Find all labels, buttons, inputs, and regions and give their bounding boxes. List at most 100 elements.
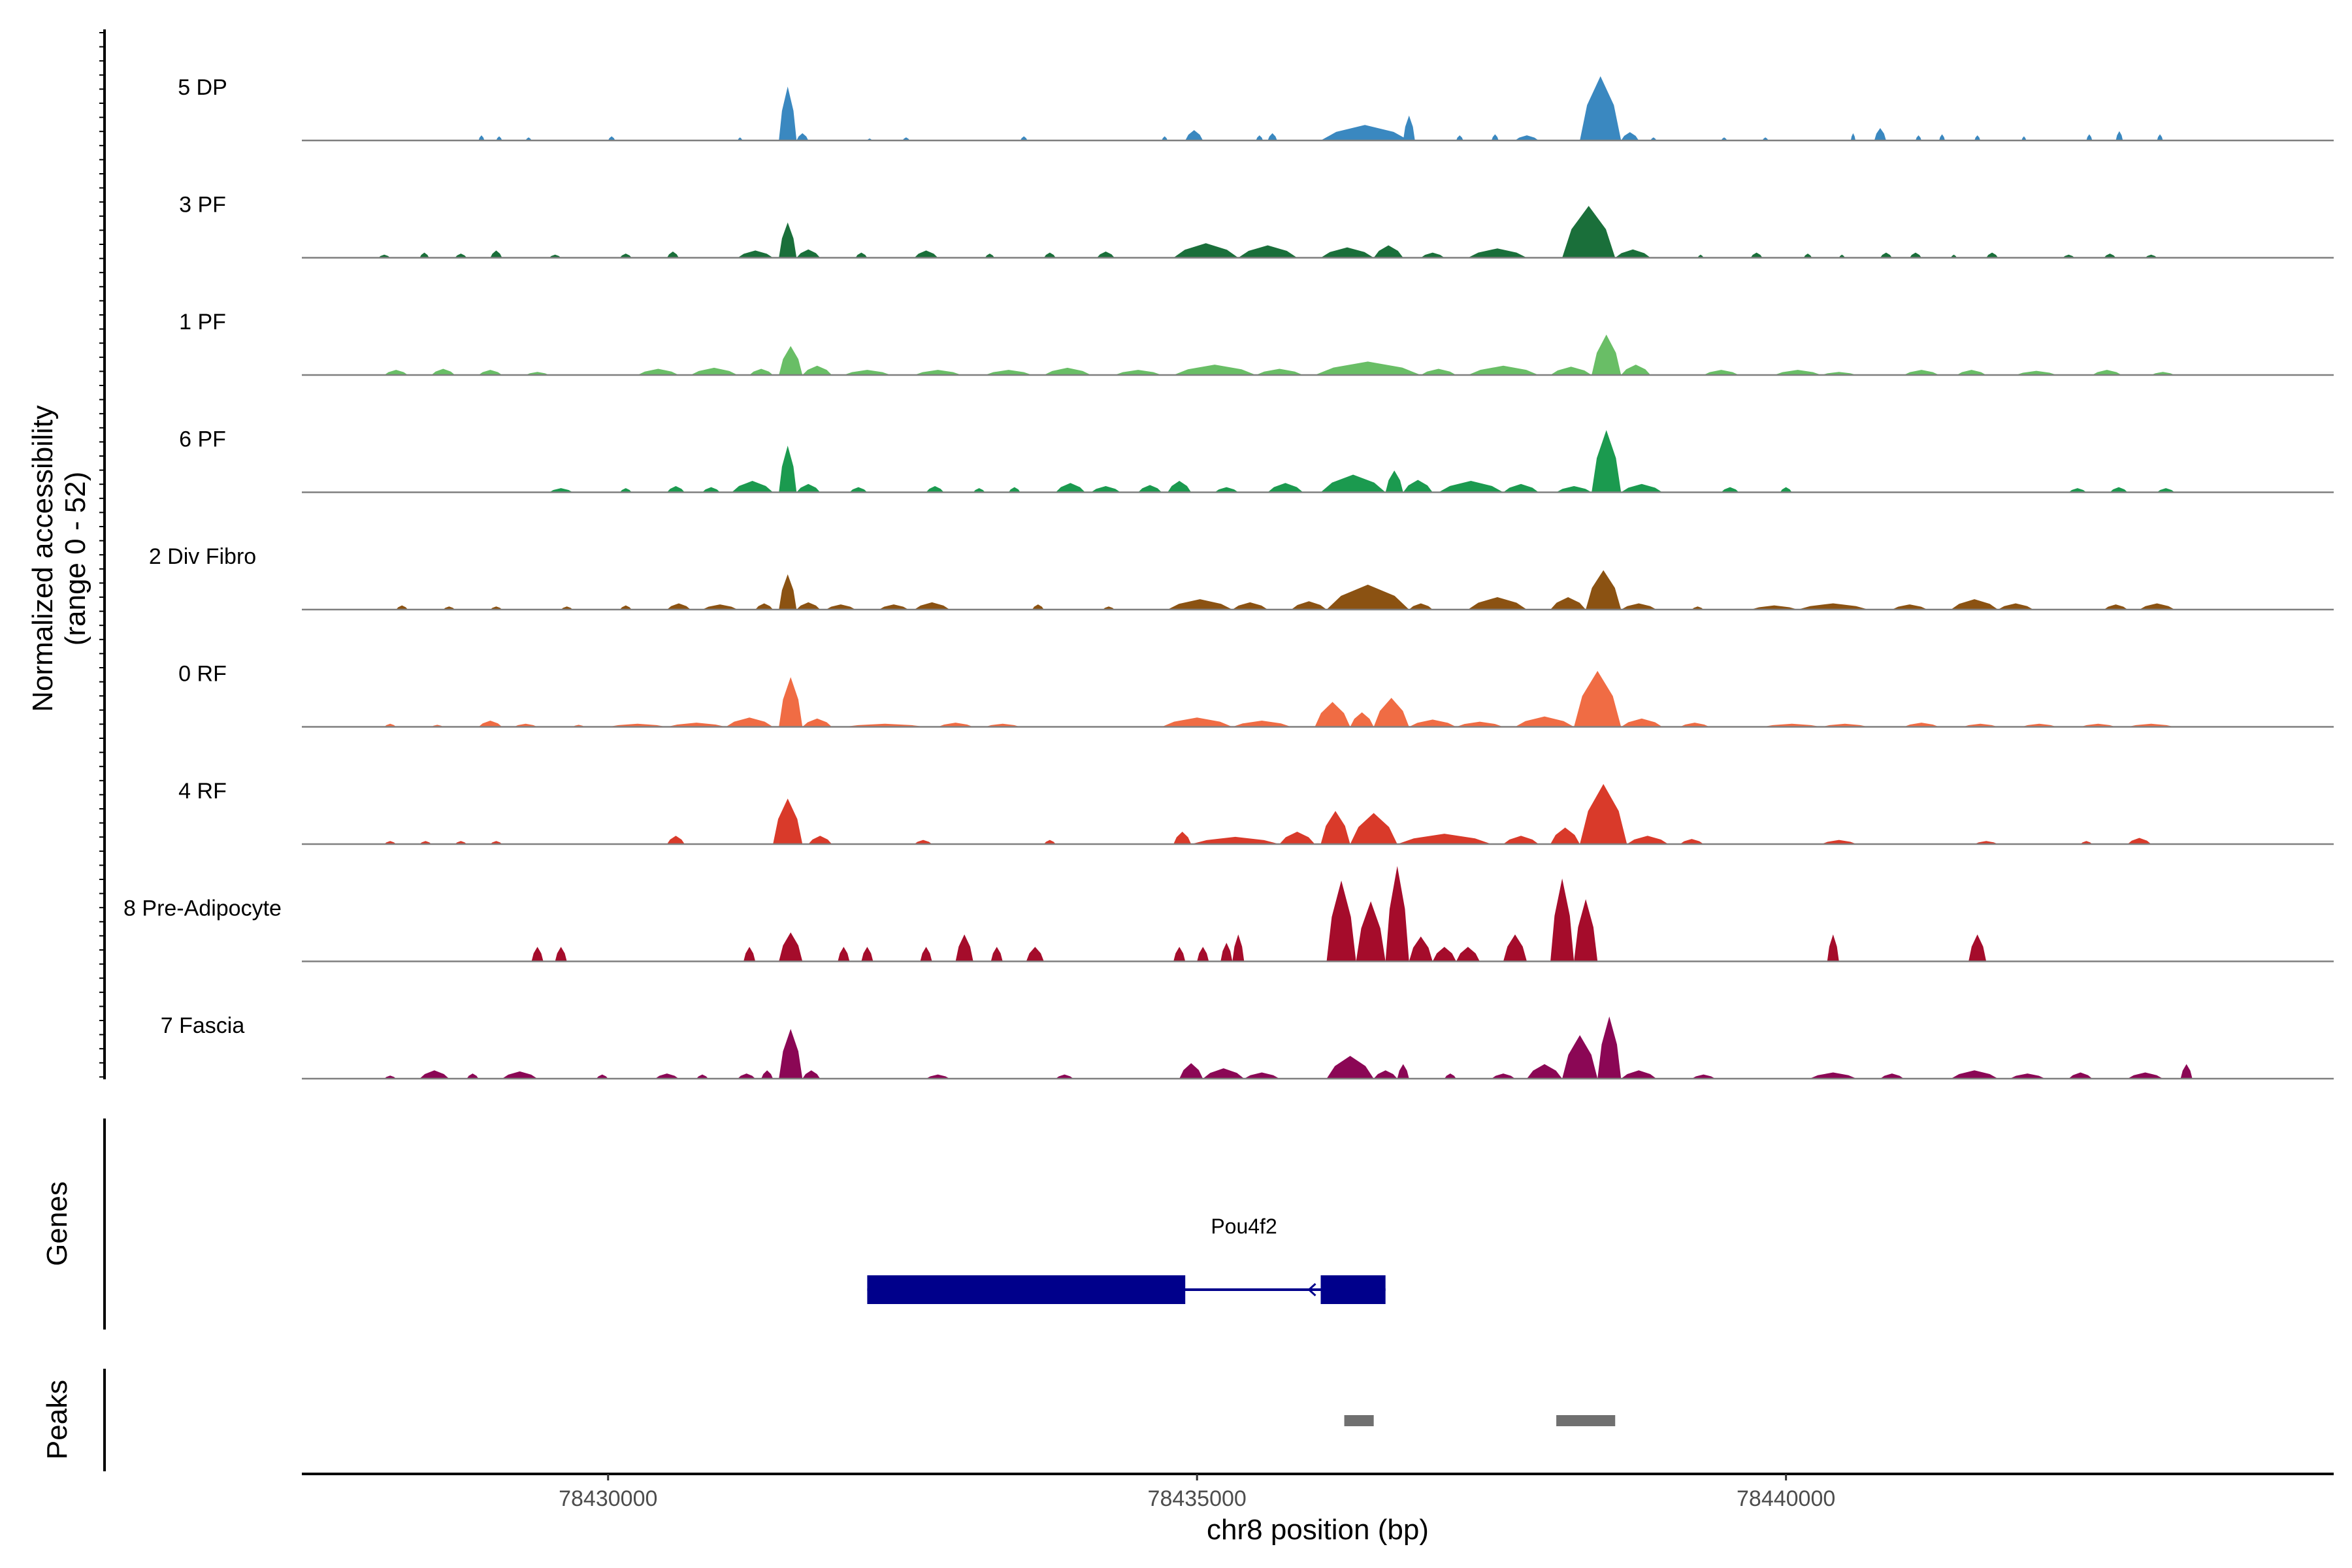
coverage-peak (749, 368, 774, 375)
coverage-peak (1403, 480, 1433, 493)
coverage-peak (455, 253, 467, 258)
coverage-peak (802, 365, 832, 375)
x-tick-label: 78440000 (1737, 1486, 1835, 1511)
coverage-peak (914, 840, 932, 844)
coverage-peak (1951, 599, 1999, 610)
coverage-peak (702, 487, 721, 493)
coverage-peak (1220, 942, 1233, 962)
coverage-peak (1986, 252, 1999, 258)
coverage-peak (738, 1073, 756, 1079)
track-label: 3 PF (179, 193, 226, 218)
coverage-peak (861, 947, 874, 962)
y-axis-title-line2: (range 0 - 52) (59, 472, 91, 646)
coverage-peak (2180, 1064, 2193, 1079)
coverage-peak (555, 947, 567, 962)
coverage-peak (1456, 721, 1503, 727)
coverage-peak (502, 1071, 538, 1079)
coverage-peak (796, 133, 809, 140)
coverage-peak (1592, 430, 1622, 493)
coverage-peak (1373, 698, 1409, 727)
track-label: 6 PF (179, 427, 226, 452)
coverage-peak (466, 1073, 479, 1079)
coverage-peak (1797, 603, 1869, 610)
coverage-peak (2104, 604, 2128, 610)
coverage-peak (1827, 934, 1839, 962)
coverage-peak (1356, 901, 1386, 962)
coverage-peak (1385, 866, 1409, 962)
coverage-peak (1580, 76, 1622, 140)
coverage-tracks: 5 DP 3 PF 1 PF 6 PF 2 Div Fibro 0 RF 4 RF 8 Pre… (123, 75, 2334, 1080)
coverage-peak (1267, 483, 1303, 493)
coverage-peak (796, 249, 821, 258)
coverage-peak (2068, 488, 2087, 493)
coverage-peak (1467, 365, 1539, 375)
coverage-peak (1691, 1074, 1716, 1079)
coverage-peak (1903, 723, 1940, 727)
track-label: 0 RF (178, 662, 227, 687)
coverage-peak (1115, 370, 1162, 375)
coverage-peak (843, 370, 891, 375)
coverage-peak (1162, 717, 1233, 727)
coverage-peak (696, 1074, 708, 1079)
coverage-peak (1197, 947, 1209, 962)
coverage-peak (1043, 252, 1056, 258)
coverage-peak (1191, 836, 1280, 844)
coverage-peak (1350, 712, 1374, 727)
coverage-peak (2115, 131, 2123, 140)
coverage-peak (531, 947, 544, 962)
coverage-peak (779, 86, 797, 140)
y-axis-title-line1: Normalized accessibility (27, 405, 59, 711)
coverage-peak (1903, 370, 1940, 375)
coverage-peak (666, 603, 691, 610)
coverage-peak (496, 136, 502, 140)
coverage-peak (1232, 720, 1292, 727)
coverage-peak (1168, 481, 1192, 493)
coverage-peak (1397, 1064, 1409, 1079)
coverage-peak (1803, 253, 1812, 258)
coverage-peak (743, 947, 756, 962)
coverage-peak (1409, 719, 1456, 727)
coverage-peak (2157, 134, 2163, 140)
coverage-peak (926, 485, 944, 493)
coverage-peak (1968, 934, 1987, 962)
x-axis-title: chr8 position (bp) (1207, 1514, 1429, 1546)
coverage-peak (1939, 134, 1946, 140)
gene-exon (1320, 1275, 1386, 1304)
coverage-peak (1179, 1063, 1203, 1079)
coverage-peak (1232, 602, 1268, 610)
coverage-peak (796, 602, 821, 610)
coverage-peak (955, 934, 973, 962)
coverage-peak (478, 720, 502, 727)
coverage-peak (1315, 702, 1350, 727)
coverage-peak (1326, 1056, 1374, 1079)
peak-track (1344, 1415, 1616, 1426)
coverage-peak (2068, 1072, 2093, 1079)
coverage-peak (1621, 132, 1639, 140)
coverage-peak (1420, 368, 1456, 375)
coverage-peak (914, 250, 938, 258)
coverage-peak (1162, 136, 1168, 140)
coverage-peak (1026, 947, 1044, 962)
coverage-peak (1915, 135, 1921, 140)
gene-track: Pou4f2 (867, 1215, 1386, 1304)
coverage-peak (1621, 603, 1657, 610)
coverage-peak (478, 135, 485, 140)
coverage-peak (802, 1070, 821, 1079)
coverage-peak (2139, 603, 2175, 610)
coverage-peak (1238, 245, 1298, 258)
coverage-peak (779, 932, 803, 962)
coverage-peak (1957, 370, 1987, 375)
track-label: 7 Fascia (161, 1013, 245, 1038)
coverage-peak (666, 251, 679, 258)
coverage-peak (1562, 1035, 1598, 1079)
coverage-peak (1680, 839, 1704, 844)
coverage-peak (549, 488, 573, 493)
coverage-peak (637, 368, 679, 375)
track-5-dp: 5 DP (178, 75, 2334, 142)
coverage-peak (1550, 878, 1575, 962)
coverage-peak (726, 717, 774, 727)
coverage-peak (1326, 880, 1356, 962)
coverage-peak (926, 1074, 950, 1079)
coverage-peak (1320, 247, 1374, 258)
coverage-peak (1267, 133, 1277, 140)
